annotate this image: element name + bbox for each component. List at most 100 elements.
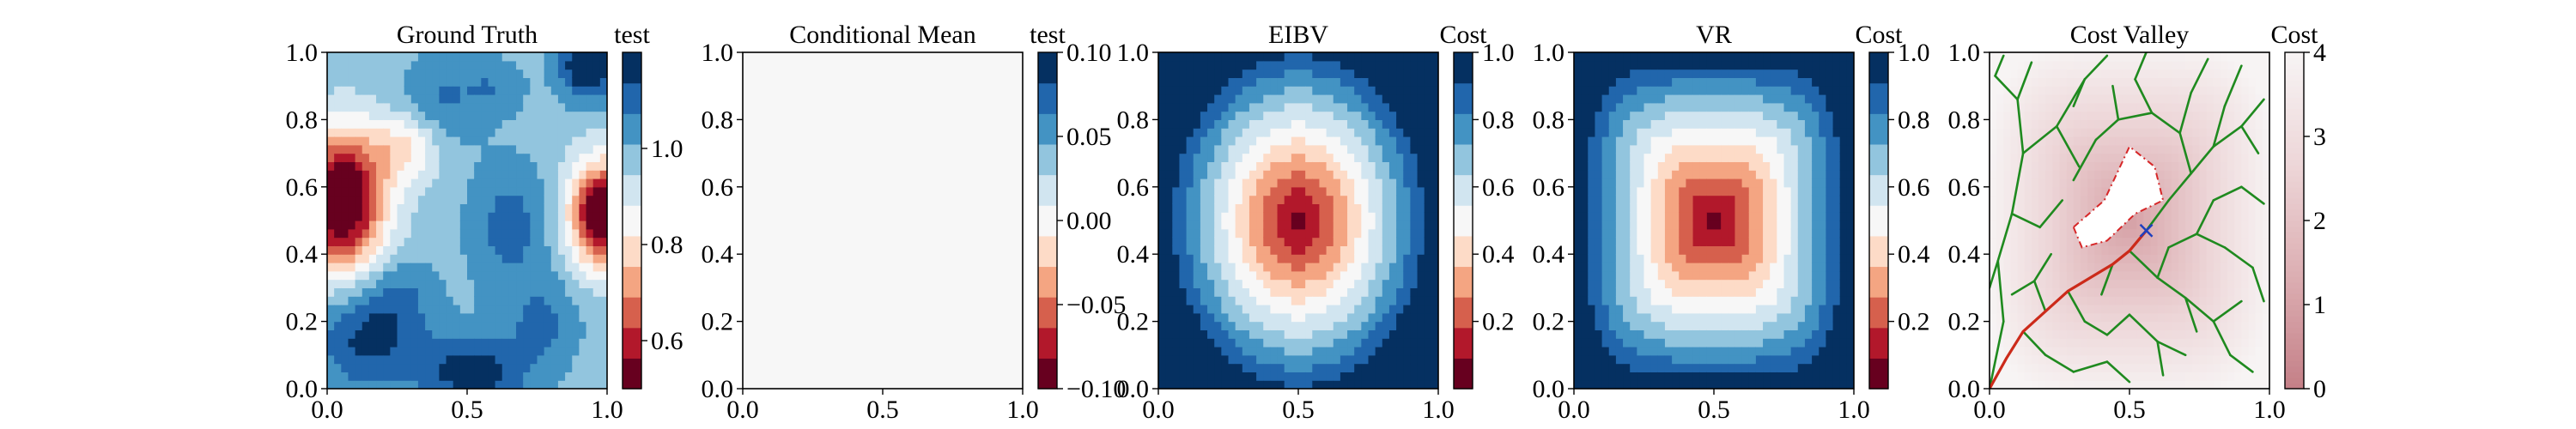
heatmap-cell	[1375, 128, 1383, 137]
heatmap-cell	[784, 111, 793, 120]
heatmap-cell	[1008, 111, 1017, 120]
heatmap-cell	[1200, 221, 1208, 230]
heatmap-cell	[592, 363, 601, 372]
heatmap-cell	[812, 263, 821, 272]
heatmap-cell	[784, 228, 793, 239]
heatmap-cell	[987, 329, 995, 339]
heatmap-cell	[917, 354, 926, 365]
heatmap-cell	[481, 178, 489, 188]
heatmap-cell	[854, 221, 863, 230]
heatmap-cell	[932, 270, 939, 281]
heatmap-cell	[544, 136, 552, 146]
heatmap-cell	[868, 354, 877, 365]
heatmap-cell	[1340, 321, 1348, 330]
heatmap-cell	[1249, 254, 1257, 263]
heatmap-cell	[459, 203, 468, 213]
heatmap-cell	[959, 186, 968, 196]
heatmap-cell	[446, 77, 454, 87]
heatmap-cell	[973, 161, 981, 171]
heatmap-cell	[763, 178, 772, 188]
heatmap-cell	[981, 128, 988, 137]
heatmap-cell	[383, 263, 391, 272]
heatmap-cell	[467, 153, 475, 162]
heatmap-cell	[833, 186, 841, 196]
heatmap-cell	[770, 60, 779, 70]
heatmap-cell	[743, 329, 750, 339]
heatmap-cell	[784, 136, 793, 146]
heatmap-cell	[565, 161, 573, 171]
heatmap-cell	[530, 287, 538, 297]
heatmap-cell	[1305, 347, 1313, 356]
heatmap-cell	[750, 170, 757, 179]
heatmap-cell	[572, 111, 580, 120]
heatmap-cell	[1158, 111, 1166, 120]
heatmap-cell	[861, 270, 870, 281]
heatmap-cell	[1340, 372, 1348, 381]
heatmap-cell	[1410, 60, 1419, 70]
heatmap-cell	[1403, 279, 1411, 288]
heatmap-cell	[896, 287, 905, 297]
heatmap-cell	[777, 136, 786, 146]
heatmap-cell	[1312, 296, 1321, 305]
heatmap-cell	[1186, 212, 1194, 221]
heatmap-cell	[1186, 94, 1194, 104]
heatmap-cell	[784, 161, 793, 171]
heatmap-cell	[952, 354, 961, 365]
heatmap-cell	[1165, 245, 1173, 255]
heatmap-cell	[1574, 305, 1582, 314]
heatmap-cell	[376, 161, 384, 171]
heatmap-cell	[439, 228, 447, 239]
heatmap-cell	[376, 178, 384, 188]
heatmap-cell	[1158, 287, 1166, 297]
heatmap-cell	[848, 245, 855, 255]
colorbar-level	[623, 174, 641, 206]
heatmap-cell	[1235, 195, 1243, 204]
heatmap-cell	[910, 60, 919, 70]
heatmap-cell	[945, 296, 954, 305]
heatmap-cell	[481, 111, 489, 120]
heatmap-cell	[488, 161, 496, 171]
heatmap-cell	[404, 354, 412, 365]
heatmap-cell	[987, 380, 995, 389]
heatmap-cell	[368, 380, 377, 389]
heatmap-cell	[425, 77, 433, 87]
heatmap-cell	[439, 321, 447, 330]
heatmap-cell	[390, 161, 398, 171]
heatmap-cell	[1368, 221, 1376, 230]
y-tick-label: 0.4	[286, 240, 319, 269]
heatmap-cell	[1214, 203, 1222, 213]
heatmap-cell	[516, 119, 524, 129]
heatmap-cell	[1396, 60, 1404, 70]
heatmap-cell	[1008, 186, 1017, 196]
heatmap-cell	[1396, 102, 1404, 112]
colorbar-level	[623, 205, 641, 237]
heatmap-cell	[1326, 111, 1334, 120]
heatmap-cell	[368, 372, 377, 381]
heatmap-cell	[987, 144, 995, 154]
heatmap-cell	[1263, 178, 1271, 188]
heatmap-cell	[959, 354, 968, 365]
heatmap-cell	[952, 111, 961, 120]
heatmap-cell	[530, 86, 538, 95]
colorbar-level	[1454, 143, 1473, 176]
heatmap-cell	[1417, 52, 1425, 62]
heatmap-cell	[1242, 52, 1250, 62]
heatmap-cell	[1228, 287, 1236, 297]
heatmap-cell	[1333, 354, 1341, 365]
heatmap-cell	[1186, 195, 1194, 204]
heatmap-cell	[763, 228, 772, 239]
heatmap-cell	[1368, 52, 1376, 62]
heatmap-cell	[952, 170, 961, 179]
heatmap-cell	[1179, 372, 1188, 381]
heatmap-cell	[508, 237, 517, 246]
heatmap-cell	[1347, 52, 1355, 62]
heatmap-cell	[1375, 237, 1383, 246]
heatmap-cell	[1179, 287, 1188, 297]
heatmap-cell	[404, 86, 412, 95]
heatmap-cell	[348, 195, 356, 204]
heatmap-cell	[383, 170, 391, 179]
heatmap-cell	[805, 161, 814, 171]
heatmap-cell	[361, 203, 370, 213]
heatmap-cell	[425, 354, 433, 365]
